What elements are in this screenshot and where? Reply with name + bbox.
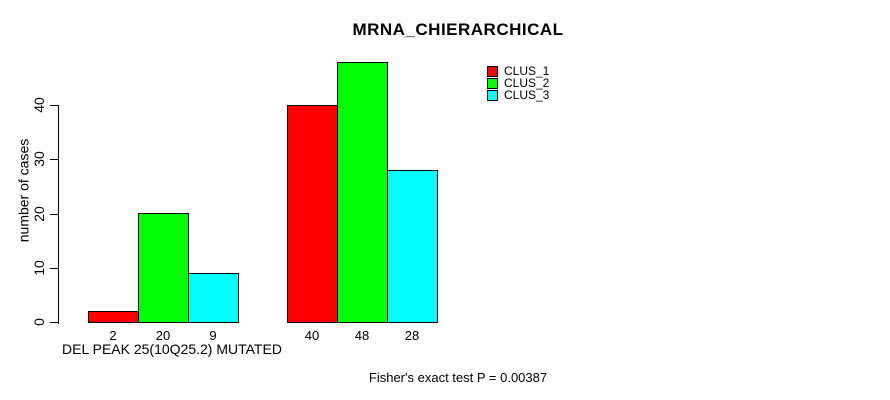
y-axis-tick (50, 105, 58, 106)
legend-color-swatch (487, 77, 498, 89)
legend-label: CLUS_3 (504, 88, 550, 102)
legend-label: CLUS_1 (504, 64, 550, 78)
y-axis-tick (50, 322, 58, 323)
y-axis-label: number of cases (15, 138, 32, 243)
x-axis-label: DEL PEAK 25(10Q25.2) MUTATED (62, 341, 282, 357)
y-axis-tick (50, 159, 58, 160)
bar-value-label: 20 (155, 328, 171, 343)
y-axis-tick-label: 20 (31, 206, 47, 222)
bar-clus_3-group2 (387, 170, 438, 323)
legend-item-clus_3: CLUS_3 (487, 89, 549, 101)
bar-value-label: 2 (109, 328, 117, 343)
y-axis-tick (50, 214, 58, 215)
y-axis-tick-label: 0 (31, 318, 47, 326)
footnote: Fisher's exact test P = 0.00387 (368, 370, 548, 385)
bar-clus_3-group1 (188, 273, 239, 323)
legend: CLUS_1 CLUS_2 CLUS_3 (487, 65, 549, 101)
bar-clus_2-group2 (337, 62, 388, 323)
y-axis-tick-label: 30 (31, 151, 47, 167)
bar-clus_2-group1 (138, 213, 189, 323)
y-axis-line (58, 105, 59, 324)
bar-value-label: 9 (209, 328, 217, 343)
legend-item-clus_2: CLUS_2 (487, 77, 549, 89)
chart-title: MRNA_CHIERARCHICAL (352, 20, 564, 39)
y-axis-tick (50, 268, 58, 269)
legend-color-swatch (487, 89, 498, 101)
bar-value-label: 48 (354, 328, 370, 343)
legend-label: CLUS_2 (504, 76, 550, 90)
bar-value-label: 28 (404, 328, 420, 343)
y-axis-tick-label: 10 (31, 260, 47, 276)
bar-clus_1-group1 (88, 311, 139, 323)
legend-item-clus_1: CLUS_1 (487, 65, 549, 77)
bar-value-label: 40 (304, 328, 320, 343)
bar-clus_1-group2 (287, 105, 338, 323)
y-axis-tick-label: 40 (31, 97, 47, 113)
legend-color-swatch (487, 65, 498, 77)
